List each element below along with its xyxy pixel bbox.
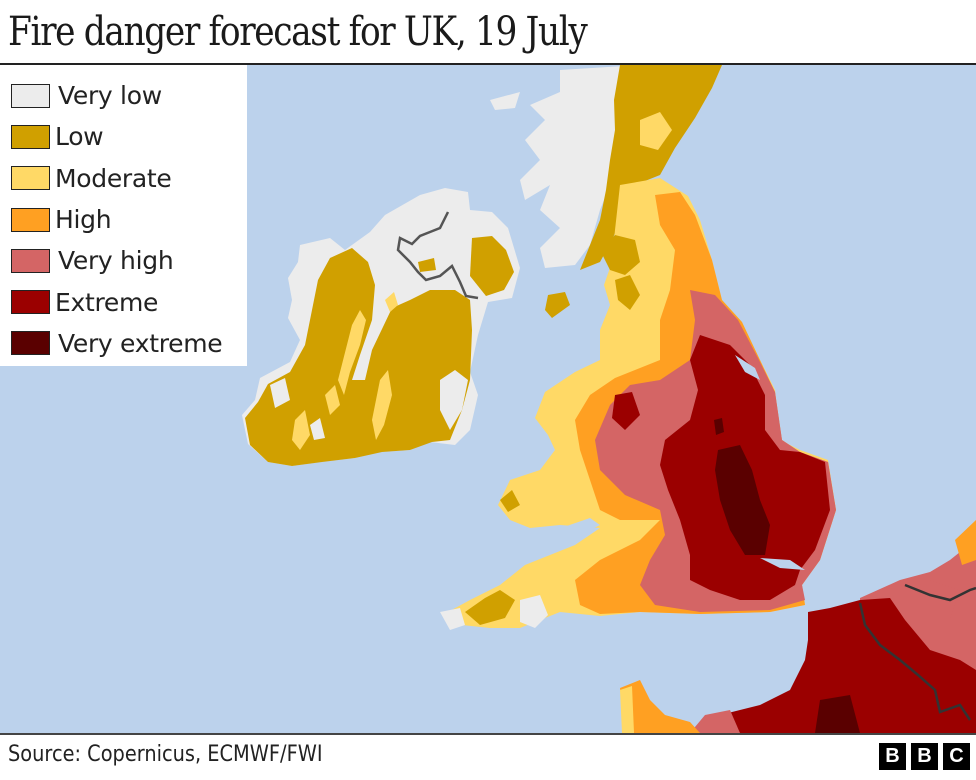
legend: Very low Low Moderate High Very high Ext…	[0, 65, 247, 366]
humber-estuary	[735, 355, 760, 380]
legend-label: Extreme	[55, 287, 159, 317]
logo-letter: B	[879, 743, 906, 770]
footer-divider	[0, 733, 976, 735]
source-note: Source: Copernicus, ECMWF/FWI	[8, 742, 323, 767]
england-wales	[440, 178, 836, 630]
continent	[620, 520, 976, 733]
legend-item-very-extreme: Very extreme	[11, 323, 247, 364]
swatch-moderate	[11, 166, 50, 191]
legend-label: Very extreme	[58, 328, 223, 358]
legend-item-high: High	[11, 199, 247, 240]
logo-letter: C	[943, 743, 970, 770]
scotland	[490, 65, 722, 318]
logo-letter: B	[911, 743, 938, 770]
swatch-extreme	[11, 290, 50, 315]
chart-title: Fire danger forecast for UK, 19 July	[8, 9, 588, 55]
swatch-very-low	[11, 83, 50, 108]
legend-label: Very low	[58, 81, 162, 111]
swatch-high	[11, 207, 50, 232]
legend-label: Moderate	[55, 163, 172, 193]
legend-item-very-low: Very low	[11, 75, 247, 116]
legend-item-low: Low	[11, 116, 247, 157]
legend-label: Very high	[58, 246, 174, 276]
ireland	[242, 188, 520, 466]
fire-danger-map	[0, 65, 976, 733]
legend-label: Low	[55, 122, 104, 152]
legend-label: High	[55, 205, 112, 235]
legend-item-extreme: Extreme	[11, 281, 247, 322]
thames-estuary	[760, 558, 805, 570]
legend-item-moderate: Moderate	[11, 158, 247, 199]
map-canvas	[242, 65, 976, 733]
legend-item-very-high: Very high	[11, 240, 247, 281]
swatch-low	[11, 124, 50, 149]
swatch-very-high	[11, 248, 50, 273]
swatch-very-extreme	[11, 331, 50, 356]
bbc-logo: B B C	[879, 743, 970, 770]
severn-estuary	[555, 518, 600, 540]
title-divider	[0, 63, 976, 65]
